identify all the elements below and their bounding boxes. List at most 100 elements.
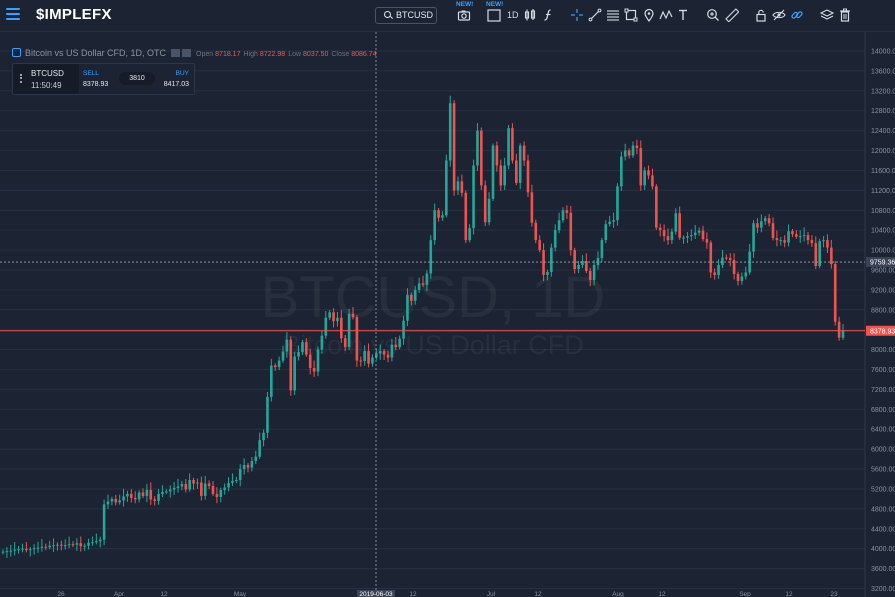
candle-body bbox=[196, 482, 199, 484]
buy-price[interactable]: 8417.03 bbox=[163, 81, 189, 88]
crosshair-date-label: 2019-06-03 bbox=[359, 591, 393, 597]
layers-icon[interactable] bbox=[819, 7, 835, 24]
candle bbox=[472, 159, 475, 235]
buy-button[interactable]: BUY bbox=[175, 70, 189, 77]
crosshair-icon[interactable] bbox=[570, 7, 584, 24]
candle-body bbox=[596, 258, 600, 266]
candle bbox=[752, 220, 755, 258]
camera-icon[interactable] bbox=[457, 7, 471, 24]
text-tool-icon[interactable] bbox=[676, 7, 690, 24]
candle-body bbox=[270, 365, 273, 397]
candle bbox=[371, 354, 374, 367]
candle-body bbox=[258, 440, 261, 457]
candle bbox=[550, 243, 553, 277]
candle-body bbox=[390, 344, 394, 358]
candle bbox=[771, 217, 775, 241]
candle bbox=[841, 323, 845, 340]
candle bbox=[258, 432, 261, 459]
candle bbox=[297, 345, 300, 361]
sell-button[interactable]: SELL bbox=[83, 70, 99, 77]
candle bbox=[491, 143, 495, 202]
ruler-icon[interactable] bbox=[725, 7, 740, 24]
high-label: High bbox=[243, 51, 258, 58]
candle bbox=[343, 335, 347, 351]
candle-body bbox=[499, 165, 503, 186]
candle-body bbox=[17, 549, 20, 551]
candle bbox=[460, 174, 464, 197]
indicators-icon[interactable] bbox=[541, 7, 555, 24]
candle-body bbox=[21, 548, 24, 550]
candle bbox=[760, 214, 763, 233]
candle bbox=[433, 203, 436, 245]
candle bbox=[52, 538, 55, 552]
candle-body bbox=[9, 550, 13, 552]
candle bbox=[13, 542, 16, 556]
candle bbox=[285, 332, 289, 358]
rectangle-tool-icon[interactable] bbox=[624, 7, 638, 24]
close-icon[interactable] bbox=[182, 49, 192, 57]
candle-body bbox=[176, 486, 180, 488]
candle-body bbox=[433, 210, 436, 241]
lock-icon[interactable] bbox=[754, 7, 768, 24]
hide-drawings-icon[interactable] bbox=[772, 7, 786, 24]
candle bbox=[728, 253, 732, 267]
price-tick-label: 7600.00 bbox=[871, 367, 895, 374]
trash-icon[interactable] bbox=[838, 7, 852, 24]
candle bbox=[5, 547, 9, 558]
candle-body bbox=[410, 294, 413, 301]
candle-body bbox=[180, 483, 184, 487]
zoom-in-icon[interactable] bbox=[706, 7, 720, 24]
candle bbox=[246, 462, 250, 473]
price-chart[interactable]: 3200.00 3600.00 4000.00 4400.00 4800.00 5200.… bbox=[0, 32, 895, 597]
candle-body bbox=[483, 185, 487, 223]
candle bbox=[662, 224, 666, 242]
candle-body bbox=[542, 250, 545, 275]
candle bbox=[231, 473, 234, 487]
candle-body bbox=[118, 500, 121, 503]
candle-body bbox=[639, 148, 643, 186]
candle bbox=[262, 429, 265, 447]
candle-body bbox=[581, 261, 584, 266]
menu-icon[interactable] bbox=[6, 8, 20, 20]
candle bbox=[810, 235, 814, 247]
interval-selector[interactable]: 1D bbox=[507, 10, 519, 20]
candle bbox=[425, 270, 429, 292]
pattern-icon[interactable] bbox=[659, 7, 673, 24]
candle-body bbox=[452, 103, 456, 191]
candle-body bbox=[553, 230, 557, 248]
candle bbox=[83, 543, 86, 551]
sell-price[interactable]: 8378.93 bbox=[83, 81, 109, 88]
candle bbox=[518, 143, 522, 190]
candle-body bbox=[215, 493, 219, 497]
symbol-search-box[interactable]: BTCUSD bbox=[375, 7, 437, 24]
candle-body bbox=[145, 489, 149, 496]
candle bbox=[534, 219, 538, 244]
candle-body bbox=[468, 228, 471, 241]
candles-group bbox=[1, 95, 845, 558]
candle-body bbox=[822, 240, 825, 242]
candle bbox=[592, 260, 596, 286]
candle-body bbox=[682, 237, 685, 239]
candle-body bbox=[273, 365, 277, 368]
link-icon[interactable] bbox=[790, 7, 804, 24]
candle bbox=[511, 123, 514, 164]
candle bbox=[507, 125, 510, 170]
drag-handle-icon[interactable] bbox=[20, 74, 24, 83]
layout-icon[interactable] bbox=[487, 7, 501, 24]
price-tick-label: 5600.00 bbox=[871, 467, 895, 474]
candle bbox=[211, 481, 215, 497]
settings-icon[interactable] bbox=[171, 49, 181, 57]
candle bbox=[332, 308, 335, 328]
candle bbox=[573, 247, 576, 274]
candle bbox=[620, 151, 623, 191]
candle bbox=[666, 228, 670, 245]
fib-retracement-icon[interactable] bbox=[606, 7, 620, 24]
candle bbox=[744, 266, 748, 280]
candle-body bbox=[546, 271, 549, 275]
trend-line-icon[interactable] bbox=[588, 7, 602, 24]
candle-type-icon[interactable] bbox=[523, 7, 537, 24]
candle-body bbox=[464, 192, 468, 241]
candle bbox=[678, 206, 681, 240]
candle bbox=[713, 268, 716, 280]
marker-icon[interactable] bbox=[642, 7, 656, 24]
